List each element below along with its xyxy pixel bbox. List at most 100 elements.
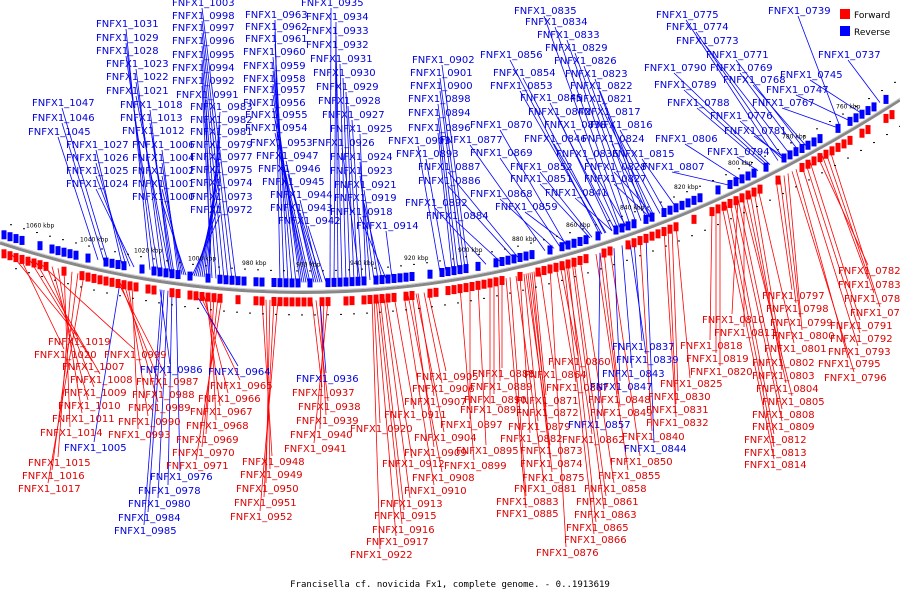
- gene-label: FNFX1_0773: [676, 36, 739, 47]
- label-connector: [829, 150, 881, 308]
- label-connector: [539, 270, 555, 370]
- label-connector: [437, 117, 456, 270]
- forward-gene-feature: [727, 198, 733, 208]
- gene-label: FNFX1_0977: [190, 152, 253, 163]
- gene-label: FNFX1_0876: [536, 548, 599, 559]
- gene-label: FNFX1_0928: [318, 96, 381, 107]
- reverse-gene-feature: [73, 250, 79, 260]
- gene-label: FNFX1_0989: [128, 403, 191, 414]
- gene-label: FNFX1_0972: [190, 205, 253, 216]
- track-dash: [210, 309, 212, 311]
- track-dash: [153, 258, 155, 260]
- reverse-gene-feature: [385, 274, 391, 284]
- reverse-gene-feature: [379, 275, 385, 285]
- reverse-gene-feature: [499, 257, 505, 267]
- reverse-gene-feature: [547, 245, 553, 255]
- track-dash: [93, 289, 95, 291]
- label-connector: [557, 116, 613, 232]
- gene-label: FNFX1_0927: [322, 110, 385, 121]
- gene-label: FNFX1_0883: [496, 497, 559, 508]
- label-connector: [563, 263, 595, 535]
- label-connector: [573, 129, 619, 229]
- track-dash: [634, 211, 636, 213]
- legend-reverse-swatch: [840, 26, 850, 36]
- forward-gene-feature: [217, 293, 223, 303]
- gene-label: FNFX1_0978: [138, 486, 201, 497]
- forward-gene-feature: [457, 284, 463, 294]
- forward-gene-feature: [301, 297, 307, 307]
- label-connector: [696, 107, 767, 167]
- label-connector: [307, 225, 327, 283]
- gene-label: FNFX1_0768: [723, 75, 786, 86]
- forward-gene-feature: [805, 159, 811, 169]
- gene-label: FNFX1_0983: [190, 102, 253, 113]
- reverse-gene-feature: [55, 246, 61, 256]
- label-connector: [411, 293, 435, 448]
- gene-label: FNFX1_0823: [565, 69, 628, 80]
- track-dash: [62, 239, 64, 241]
- gene-label: FNFX1_0839: [616, 355, 679, 366]
- gene-label: FNFX1_0868: [470, 189, 533, 200]
- gene-label: FNFX1_0997: [172, 23, 235, 34]
- label-connector: [519, 274, 531, 434]
- label-connector: [585, 158, 627, 227]
- forward-gene-feature: [379, 294, 385, 304]
- track-dash: [691, 235, 693, 237]
- label-connector: [425, 158, 447, 272]
- gene-label: FNFX1_0993: [108, 430, 171, 441]
- reverse-gene-feature: [235, 276, 241, 286]
- label-connector: [567, 262, 597, 523]
- gene-label: FNFX1_0889: [470, 382, 533, 393]
- track-dash: [184, 306, 186, 308]
- label-connector: [609, 249, 641, 457]
- track-dash: [23, 228, 25, 230]
- reverse-gene-feature: [661, 208, 667, 218]
- track-dash: [543, 239, 545, 241]
- gene-label: FNFX1_0745: [780, 70, 843, 81]
- gene-label: FNFX1_0816: [590, 120, 653, 131]
- label-connector: [209, 295, 217, 421]
- gene-label: FNFX1_0835: [514, 6, 577, 17]
- forward-gene-feature: [121, 280, 127, 290]
- gene-label: FNFX1_0968: [186, 421, 249, 432]
- reverse-gene-feature: [523, 251, 529, 261]
- forward-gene-feature: [187, 290, 193, 300]
- track-dash: [743, 212, 745, 214]
- label-connector: [95, 175, 131, 267]
- reverse-gene-feature: [865, 106, 871, 116]
- track-dash: [816, 128, 818, 130]
- reverse-gene-feature: [847, 116, 853, 126]
- label-connector: [57, 268, 83, 414]
- track-dash: [119, 295, 121, 297]
- gene-label: FNFX1_0888: [472, 369, 535, 380]
- track-dash: [626, 259, 628, 261]
- track-dash: [873, 142, 875, 144]
- reverse-gene-feature: [151, 266, 157, 276]
- label-connector: [757, 188, 795, 344]
- track-dash: [496, 295, 498, 297]
- gene-label: FNFX1_0737: [818, 50, 881, 61]
- label-connector: [667, 228, 677, 405]
- gene-label: FNFX1_0847: [590, 382, 653, 393]
- label-connector: [191, 214, 221, 276]
- kbp-tick-label: 840 kbp: [620, 204, 645, 211]
- label-connector: [797, 15, 841, 127]
- gene-label: FNFX1_0853: [490, 81, 553, 92]
- label-connector: [739, 72, 799, 151]
- gene-label: FNFX1_0873: [520, 446, 583, 457]
- forward-gene-feature: [889, 110, 895, 120]
- gene-label: FNFX1_0910: [404, 486, 467, 497]
- track-dash: [114, 251, 116, 253]
- label-connector: [705, 45, 791, 155]
- label-connector: [313, 300, 329, 444]
- label-connector: [725, 203, 775, 448]
- forward-gene-feature: [79, 271, 85, 281]
- label-connector: [629, 242, 647, 355]
- label-connector: [274, 132, 309, 283]
- track-dash: [678, 240, 680, 242]
- forward-gene-feature: [277, 297, 283, 307]
- gene-label: FNFX1_1000: [132, 192, 195, 203]
- reverse-gene-feature: [781, 153, 787, 163]
- gene-label: FNFX1_0793: [828, 347, 891, 358]
- reverse-gene-feature: [85, 253, 91, 263]
